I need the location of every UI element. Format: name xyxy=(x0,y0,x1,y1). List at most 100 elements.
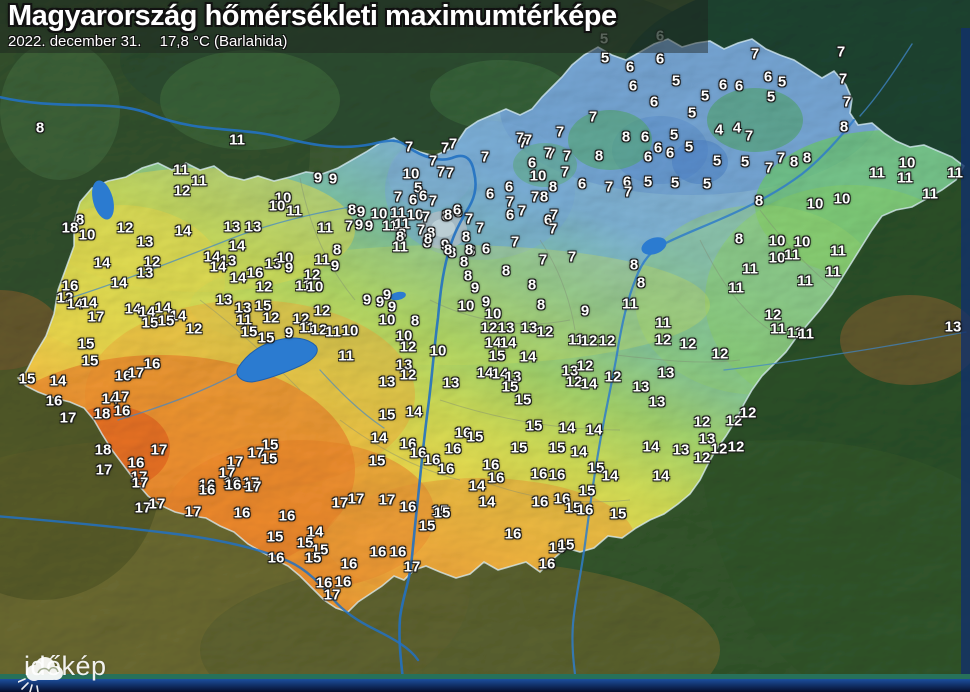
temperature-label: 7 xyxy=(764,159,774,177)
temperature-label: 16 xyxy=(334,573,352,591)
temperature-label: 6 xyxy=(655,27,665,45)
temperature-label: 11 xyxy=(825,263,841,281)
temperature-label: 17 xyxy=(218,464,236,482)
temperature-label: 6 xyxy=(653,139,663,157)
temperature-label: 7 xyxy=(538,251,548,269)
temperature-label: 9 xyxy=(470,279,480,297)
temperature-label: 13 xyxy=(442,374,460,392)
temperature-label: 15 xyxy=(141,314,159,332)
temperature-label: 7 xyxy=(480,148,490,166)
temperature-label: 11 xyxy=(299,319,315,337)
temperature-label: 16 xyxy=(278,507,296,525)
temperature-label: 13 xyxy=(657,364,675,382)
raba-river xyxy=(69,205,357,299)
temperature-label: 12 xyxy=(693,413,711,431)
temperature-label: 16 xyxy=(437,460,455,478)
temperature-label: 12 xyxy=(711,345,729,363)
temperature-label: 5 xyxy=(599,30,609,48)
temperature-label: 6 xyxy=(649,93,659,111)
temperature-label: 11 xyxy=(314,251,330,269)
map-title: Magyarország hőmérsékleti maximumtérképe xyxy=(8,0,617,32)
temperature-label: 14 xyxy=(66,295,84,313)
temperature-label: 14 xyxy=(642,438,660,456)
temperature-label: 12 xyxy=(310,321,328,339)
temperature-label: 9 xyxy=(364,217,374,235)
temperature-label: 17 xyxy=(59,409,77,427)
idokep-logo: időkép xyxy=(18,651,107,692)
temperature-label: 8 xyxy=(754,192,764,210)
temperature-label: 5 xyxy=(700,87,710,105)
temperature-label: 8 xyxy=(548,178,558,196)
temperature-label: 12 xyxy=(116,219,134,237)
temperature-label: 15 xyxy=(81,352,99,370)
temperature-label: 11 xyxy=(947,164,963,182)
temperature-label: 8 xyxy=(441,207,451,225)
temperature-label: 7 xyxy=(530,188,540,206)
temperature-label: 8 xyxy=(461,228,471,246)
temperature-label: 5 xyxy=(702,175,712,193)
bottom-shore-strip xyxy=(0,674,970,680)
temperature-label: 6 xyxy=(527,154,537,172)
temperature-label: 7 xyxy=(838,70,848,88)
temperature-label: 15 xyxy=(466,428,484,446)
temperature-label: 13 xyxy=(234,299,252,317)
temperature-label: 13 xyxy=(698,430,716,448)
temperature-label: 15 xyxy=(557,536,575,554)
temperature-label: 13 xyxy=(648,393,666,411)
cloud-sun-icon xyxy=(18,657,63,692)
temperature-label: 15 xyxy=(548,539,566,557)
temperature-label: 5 xyxy=(413,179,423,197)
drava-river xyxy=(0,515,420,662)
temperature-label: 17 xyxy=(130,468,148,486)
budapest-city-area xyxy=(419,211,467,249)
temperature-label: 6 xyxy=(505,206,515,224)
temperature-label: 16 xyxy=(340,555,358,573)
temperature-label: 15 xyxy=(378,406,396,424)
county-borders xyxy=(199,177,851,503)
temperature-label: 5 xyxy=(669,126,679,144)
temperature-label: 8 xyxy=(443,241,453,259)
temperature-label: 14 xyxy=(478,493,496,511)
temperature-label: 5 xyxy=(740,153,750,171)
temperature-label: 7 xyxy=(440,139,450,157)
temperature-label: 10 xyxy=(806,195,824,213)
koros-river xyxy=(723,331,967,371)
temperature-label: 7 xyxy=(836,43,846,61)
temperature-label: 8 xyxy=(734,230,744,248)
temperature-label: 12 xyxy=(710,440,728,458)
temperature-label: 12 xyxy=(536,323,554,341)
temperature-label: 7 xyxy=(549,206,559,224)
temperature-label: 13 xyxy=(504,368,522,386)
temperature-label: 15 xyxy=(514,391,532,409)
temperature-label: 14 xyxy=(468,477,486,495)
temperature-label: 7 xyxy=(750,45,760,63)
temperature-label: 17 xyxy=(148,495,166,513)
temperature-label: 5 xyxy=(684,138,694,156)
temperature-label: 6 xyxy=(504,178,514,196)
temperature-label: 14 xyxy=(169,307,187,325)
temperature-label: 8 xyxy=(443,206,453,224)
temperature-label: 15 xyxy=(157,312,175,330)
temperature-label: 8 xyxy=(397,225,407,243)
temperature-label: 15 xyxy=(578,482,596,500)
temperature-label: 11 xyxy=(236,311,252,329)
temperature-label: 6 xyxy=(453,203,463,221)
temperature-label: 12 xyxy=(255,278,273,296)
temperature-label: 14 xyxy=(124,300,142,318)
temperature-label: 8 xyxy=(789,153,799,171)
temperature-label: 10 xyxy=(78,226,96,244)
temperature-label: 17 xyxy=(134,499,152,517)
temperature-label: 10 xyxy=(378,311,396,329)
temperature-label: 12 xyxy=(739,404,757,422)
temperature-label: 12 xyxy=(693,449,711,467)
temperature-label: 17 xyxy=(247,444,265,462)
temperature-label: 16 xyxy=(399,435,417,453)
temperature-label: 10 xyxy=(306,278,324,296)
temperature-label: 11 xyxy=(830,242,846,260)
temperature-label: 7 xyxy=(344,217,354,235)
temperature-label: 16 xyxy=(315,574,333,592)
temperature-label: 11 xyxy=(655,314,671,332)
temperature-label: 11 xyxy=(622,295,638,313)
temperature-label: 6 xyxy=(622,173,632,191)
temperature-label: 17 xyxy=(378,491,396,509)
